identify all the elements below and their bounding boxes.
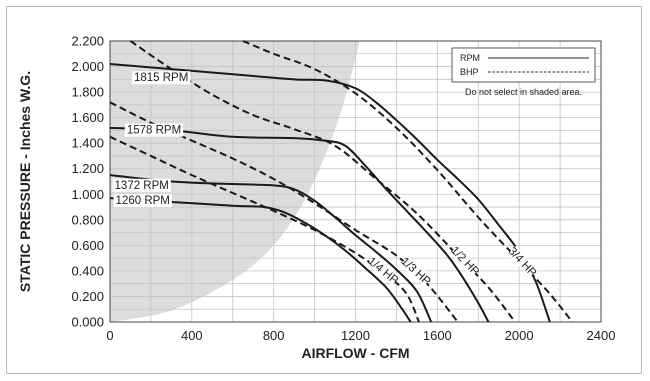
y-tick-label: 0.200 [71, 289, 104, 304]
rpm-label-background [131, 71, 191, 85]
rpm-label-1372-rpm: 1372 RPM [115, 180, 169, 192]
bhp-label-background [449, 244, 481, 277]
legend-box [451, 47, 596, 83]
bhp-label-background [400, 255, 433, 287]
x-tick-label: 1200 [341, 328, 370, 343]
y-tick-label: 1.600 [71, 110, 104, 125]
rpm-curve-1578-rpm [109, 126, 490, 323]
y-tick-label: 1.200 [71, 161, 104, 176]
x-tick-label: 400 [181, 328, 203, 343]
y-tick-label: 0.400 [71, 263, 104, 278]
x-axis-title: AIRFLOW - CFM [301, 345, 409, 361]
x-tick-label: 2000 [505, 328, 534, 343]
x-tick-label: 800 [263, 328, 285, 343]
legend-entry-bhp: BHP [460, 67, 479, 77]
x-tick-label: 0 [106, 328, 113, 343]
rpm-curve-1372-rpm [109, 174, 433, 323]
y-tick-label: 2.000 [71, 59, 104, 74]
bhp-label-3-4-hp: 3/4 HP [506, 245, 539, 279]
bhp-label-background [507, 245, 538, 278]
chart-frame [6, 6, 642, 374]
rpm-curve-1260-rpm [109, 197, 412, 323]
tick-layer: 0 400 800 1200 1600 2000 2400 0.000 0.200 0.400 0.… [71, 34, 615, 344]
y-tick-label: 1.400 [71, 136, 104, 151]
x-tick-label: 2400 [587, 328, 616, 343]
legend-entry-rpm: RPM [460, 53, 480, 63]
y-tick-label: 1.800 [71, 85, 104, 100]
legend-note: Do not select in shaded area. [465, 87, 582, 97]
x-tick-label: 1600 [423, 328, 452, 343]
rpm-label-1578-rpm: 1578 RPM [127, 125, 181, 137]
bhp-label-3-4-hp-group: 3/4 HP [506, 245, 539, 279]
rpm-label-background [124, 123, 184, 137]
rpm-label-background [113, 194, 172, 208]
rpm-label-1260-rpm: 1260 RPM [116, 195, 170, 207]
bhp-curve-1-4-hp [109, 135, 420, 323]
bhp-label-1-2-hp-group: 1/2 HP [448, 244, 481, 278]
rpm-label-background [112, 178, 171, 192]
y-tick-label: 1.000 [71, 187, 104, 202]
rpm-label-1815-rpm: 1815 RPM [134, 72, 188, 84]
rpm-curve-1815-rpm [109, 62, 551, 323]
y-tick-label: 0.600 [71, 238, 104, 253]
bhp-label-1-3-hp-group: 1/3 HP [398, 255, 433, 288]
y-axis-title: STATIC PRESSURE - Inches W.G. [17, 71, 33, 292]
legend: RPM BHP [451, 47, 596, 83]
y-tick-label: 2.200 [71, 34, 104, 49]
plot-area-border [109, 40, 602, 323]
y-tick-label: 0.800 [71, 212, 104, 227]
y-tick-label: 0.000 [71, 315, 104, 330]
bhp-label-background [367, 255, 400, 286]
